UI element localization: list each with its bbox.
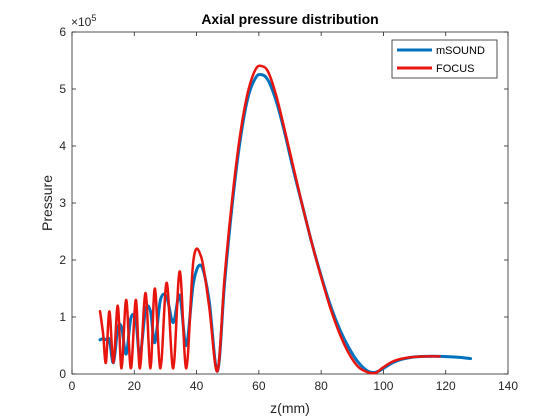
y-tick-label: 6	[59, 25, 66, 39]
x-tick-label: 20	[128, 379, 142, 393]
x-tick-label: 80	[314, 379, 328, 393]
y-tick-label: 5	[59, 82, 66, 96]
legend: mSOUND FOCUS	[391, 39, 498, 79]
x-tick-label: 0	[69, 379, 76, 393]
x-tick-label: 60	[252, 379, 266, 393]
x-axis-ticks: 0 20 40 60 80 100 120 140	[69, 32, 518, 393]
y-exponent-label: ×105	[71, 13, 96, 29]
legend-box	[391, 39, 498, 79]
y-tick-label: 4	[59, 139, 66, 153]
x-tick-label: 40	[190, 379, 204, 393]
y-exponent-power: 5	[91, 13, 96, 23]
y-axis-ticks: 0 1 2 3 4 5 6	[59, 25, 508, 381]
svg-text:×105: ×105	[71, 13, 96, 29]
series-lines	[98, 64, 473, 375]
y-tick-label: 2	[59, 253, 66, 267]
x-tick-label: 120	[436, 379, 456, 393]
y-exponent-base: ×10	[71, 15, 92, 29]
legend-label-msound: mSOUND	[436, 45, 485, 57]
series-line-focus	[98, 64, 441, 375]
y-tick-label: 3	[59, 196, 66, 210]
x-axis-label: z(mm)	[270, 400, 310, 416]
x-tick-label: 140	[498, 379, 518, 393]
x-tick-label: 100	[373, 379, 393, 393]
y-tick-label: 0	[59, 367, 66, 381]
chart-title: Axial pressure distribution	[201, 11, 378, 27]
y-tick-label: 1	[59, 310, 66, 324]
y-axis-label: Pressure	[39, 175, 55, 231]
legend-label-focus: FOCUS	[436, 63, 475, 75]
